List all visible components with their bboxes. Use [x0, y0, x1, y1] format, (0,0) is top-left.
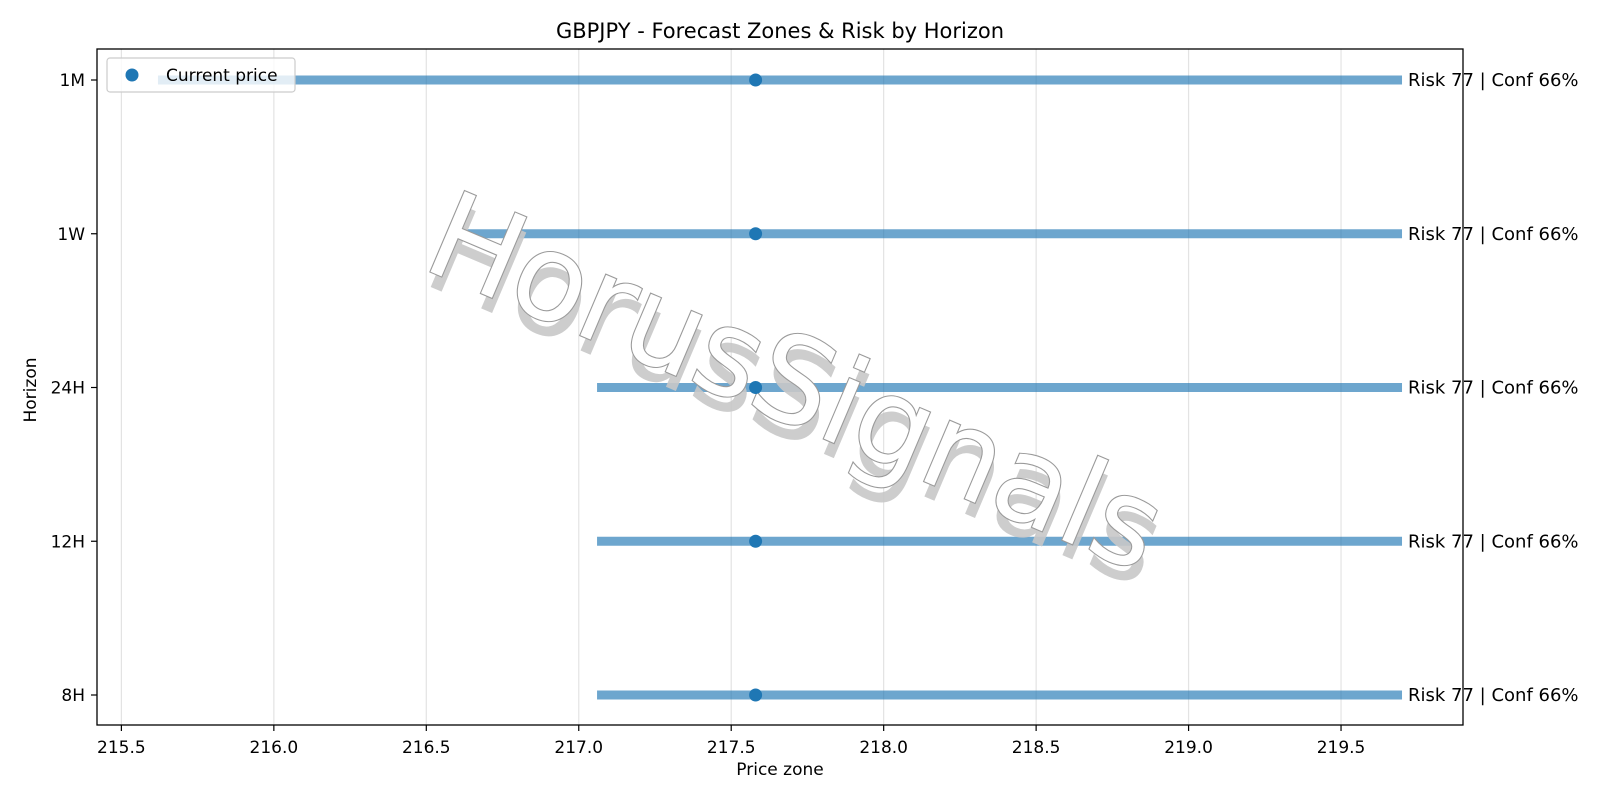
x-tick-label: 216.5: [402, 738, 451, 758]
y-axis-title: Horizon: [21, 358, 41, 423]
y-axis-ticks: 1M 1W 24H 12H 8H: [51, 71, 97, 706]
y-tick-label: 8H: [61, 686, 85, 706]
x-tick-label: 217.5: [707, 738, 756, 758]
x-tick-label: 216.0: [250, 738, 299, 758]
y-tick-label: 1M: [60, 71, 85, 91]
x-axis-ticks: 215.5 216.0 216.5 217.0 217.5 218.0 218.5 219.0…: [97, 725, 1365, 758]
bar-label: Risk 77 | Conf 66%: [1408, 70, 1579, 91]
legend-box: [106, 57, 296, 93]
bar-label: Risk 77 | Conf 66%: [1408, 531, 1579, 552]
current-price-point: [749, 688, 763, 702]
bar-label: Risk 77 | Conf 66%: [1408, 224, 1579, 245]
current-price-markers: [749, 73, 763, 702]
bar-label: Risk 77 | Conf 66%: [1408, 378, 1579, 399]
x-tick-label: 215.5: [97, 738, 146, 758]
chart-title: GBPJPY - Forecast Zones & Risk by Horizo…: [556, 19, 1004, 43]
legend-marker: [125, 68, 139, 82]
legend-label: Current price: [166, 66, 278, 86]
current-price-point: [749, 227, 763, 241]
y-tick-label: 24H: [51, 379, 85, 399]
current-price-point: [749, 534, 763, 548]
x-tick-label: 217.0: [554, 738, 603, 758]
x-tick-label: 218.0: [859, 738, 908, 758]
x-tick-label: 219.5: [1317, 738, 1366, 758]
forecast-zones: [157, 75, 1403, 700]
y-tick-label: 1W: [57, 225, 85, 245]
bar-labels: Risk 77 | Conf 66% Risk 77 | Conf 66% Risk…: [1408, 70, 1579, 706]
legend: Current price: [106, 57, 296, 93]
current-price-point: [749, 73, 763, 87]
x-tick-label: 218.5: [1012, 738, 1061, 758]
current-price-point: [749, 381, 763, 394]
bar-label: Risk 77 | Conf 66%: [1408, 685, 1579, 706]
y-tick-label: 12H: [51, 532, 85, 552]
x-tick-label: 219.0: [1164, 738, 1213, 758]
x-axis-title: Price zone: [736, 760, 823, 780]
